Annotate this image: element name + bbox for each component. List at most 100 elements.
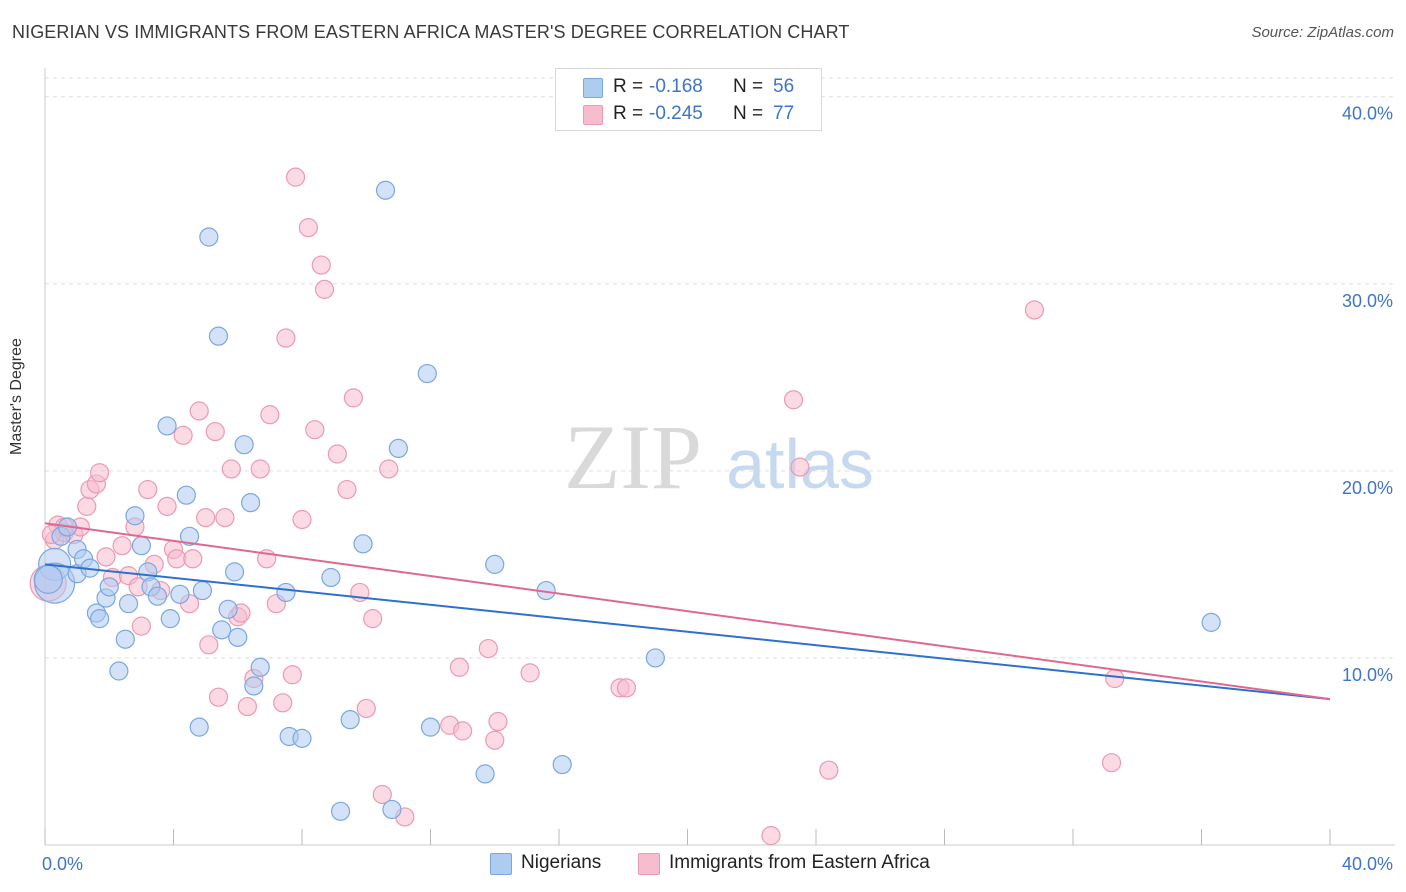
legend-r-value: -0.245: [649, 103, 703, 124]
point-eastern-africa[interactable]: [260, 405, 280, 425]
point-nigerians[interactable]: [160, 609, 180, 629]
point-nigerians[interactable]: [131, 536, 151, 556]
point-nigerians[interactable]: [420, 717, 441, 737]
point-nigerians[interactable]: [388, 438, 408, 459]
point-eastern-africa[interactable]: [449, 657, 470, 677]
point-eastern-africa[interactable]: [183, 549, 203, 569]
point-eastern-africa[interactable]: [356, 698, 376, 719]
point-nigerians[interactable]: [212, 620, 232, 640]
point-eastern-africa[interactable]: [189, 401, 209, 421]
point-eastern-africa[interactable]: [1024, 300, 1045, 320]
point-eastern-africa[interactable]: [157, 496, 177, 516]
point-eastern-africa[interactable]: [1105, 668, 1125, 689]
y-tick-label: 30.0%: [1342, 291, 1393, 311]
point-nigerians[interactable]: [189, 717, 209, 737]
point-eastern-africa[interactable]: [488, 711, 508, 732]
point-eastern-africa[interactable]: [314, 279, 335, 299]
point-eastern-africa[interactable]: [221, 459, 241, 479]
point-eastern-africa[interactable]: [273, 693, 293, 713]
legend-label-nigerians: Nigerians: [521, 852, 602, 873]
point-nigerians[interactable]: [109, 661, 129, 681]
point-eastern-africa[interactable]: [478, 638, 498, 659]
point-eastern-africa[interactable]: [311, 255, 331, 275]
point-nigerians[interactable]: [485, 554, 505, 574]
point-eastern-africa[interactable]: [276, 328, 296, 348]
point-nigerians[interactable]: [276, 582, 296, 603]
point-eastern-africa[interactable]: [282, 665, 302, 685]
point-eastern-africa[interactable]: [343, 388, 363, 408]
point-eastern-africa[interactable]: [1101, 753, 1122, 773]
point-nigerians[interactable]: [244, 676, 264, 696]
point-nigerians[interactable]: [218, 599, 238, 619]
point-nigerians[interactable]: [228, 627, 248, 647]
point-eastern-africa[interactable]: [138, 479, 158, 500]
point-eastern-africa[interactable]: [90, 463, 110, 483]
point-nigerians[interactable]: [115, 629, 135, 649]
point-nigerians[interactable]: [382, 799, 402, 820]
point-nigerians[interactable]: [321, 567, 341, 588]
point-nigerians[interactable]: [475, 764, 495, 784]
watermark: ZIP atlas: [564, 406, 874, 508]
point-eastern-africa[interactable]: [215, 508, 235, 528]
point-eastern-africa[interactable]: [131, 616, 151, 636]
point-eastern-africa[interactable]: [453, 721, 473, 741]
point-nigerians[interactable]: [330, 801, 351, 821]
point-eastern-africa[interactable]: [783, 390, 804, 410]
point-nigerians[interactable]: [340, 710, 360, 730]
point-eastern-africa[interactable]: [305, 420, 325, 440]
point-nigerians[interactable]: [125, 506, 145, 526]
point-eastern-africa[interactable]: [761, 826, 781, 846]
point-eastern-africa[interactable]: [285, 167, 306, 187]
legend-r-label: R =: [613, 103, 644, 124]
point-nigerians[interactable]: [645, 648, 665, 668]
point-nigerians[interactable]: [552, 754, 572, 775]
point-nigerians[interactable]: [1201, 612, 1221, 632]
y-tick-label: 40.0%: [1342, 104, 1393, 124]
point-eastern-africa[interactable]: [616, 678, 637, 698]
point-nigerians[interactable]: [170, 584, 190, 604]
point-nigerians[interactable]: [147, 586, 168, 606]
point-nigerians[interactable]: [176, 485, 196, 505]
point-eastern-africa[interactable]: [199, 635, 219, 655]
point-eastern-africa[interactable]: [237, 696, 257, 717]
point-eastern-africa[interactable]: [790, 457, 810, 477]
point-eastern-africa[interactable]: [208, 687, 229, 707]
point-nigerians[interactable]: [157, 416, 177, 436]
point-eastern-africa[interactable]: [96, 547, 116, 567]
point-eastern-africa[interactable]: [363, 609, 383, 629]
point-nigerians[interactable]: [234, 435, 254, 455]
point-nigerians[interactable]: [90, 609, 110, 629]
point-eastern-africa[interactable]: [167, 549, 187, 569]
point-nigerians[interactable]: [179, 526, 200, 546]
point-nigerians[interactable]: [292, 728, 312, 748]
point-eastern-africa[interactable]: [173, 425, 193, 445]
point-eastern-africa[interactable]: [819, 760, 839, 780]
point-nigerians[interactable]: [224, 562, 245, 582]
point-nigerians[interactable]: [375, 180, 396, 200]
point-eastern-africa[interactable]: [327, 444, 347, 464]
point-nigerians[interactable]: [241, 493, 261, 513]
point-eastern-africa[interactable]: [520, 663, 540, 683]
point-eastern-africa[interactable]: [298, 218, 319, 238]
point-eastern-africa[interactable]: [337, 479, 357, 500]
point-nigerians[interactable]: [99, 577, 119, 597]
point-nigerians[interactable]: [208, 326, 229, 346]
point-nigerians[interactable]: [353, 534, 373, 554]
point-nigerians[interactable]: [33, 564, 63, 594]
point-eastern-africa[interactable]: [250, 459, 270, 479]
point-eastern-africa[interactable]: [485, 730, 505, 750]
point-eastern-africa[interactable]: [379, 459, 399, 479]
point-eastern-africa[interactable]: [372, 784, 392, 805]
point-nigerians[interactable]: [199, 227, 219, 247]
point-eastern-africa[interactable]: [112, 536, 132, 556]
legend-swatch-nigerians: [490, 853, 512, 875]
point-eastern-africa[interactable]: [77, 496, 97, 516]
point-nigerians[interactable]: [417, 363, 437, 384]
legend-swatch-nigerians: [583, 78, 603, 98]
point-nigerians[interactable]: [192, 580, 213, 601]
point-eastern-africa[interactable]: [205, 421, 225, 442]
point-eastern-africa[interactable]: [292, 509, 312, 530]
point-eastern-africa[interactable]: [196, 508, 216, 528]
point-nigerians[interactable]: [250, 657, 270, 677]
point-nigerians[interactable]: [118, 594, 139, 614]
